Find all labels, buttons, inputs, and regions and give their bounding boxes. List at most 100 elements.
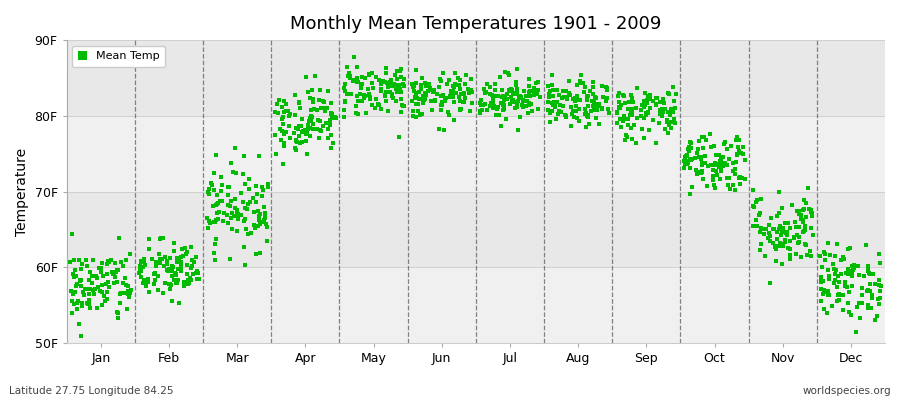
Point xyxy=(66,271,80,278)
Point xyxy=(578,84,592,90)
Point xyxy=(134,257,148,264)
Point xyxy=(815,290,830,297)
Point xyxy=(224,215,238,222)
Point xyxy=(74,333,88,340)
Point xyxy=(163,280,177,287)
Point xyxy=(446,94,461,100)
Point xyxy=(452,82,466,88)
Point xyxy=(282,113,296,120)
Point xyxy=(323,120,338,126)
Point xyxy=(175,246,189,252)
Point xyxy=(720,175,734,182)
Point xyxy=(251,153,266,160)
Point xyxy=(140,279,155,285)
Point xyxy=(364,102,379,108)
Point xyxy=(513,114,527,120)
Point xyxy=(70,300,85,306)
Point xyxy=(653,111,668,118)
Point xyxy=(501,87,516,93)
Point xyxy=(738,156,752,163)
Point xyxy=(782,252,796,258)
Point xyxy=(457,81,472,88)
Point xyxy=(732,147,746,154)
Point xyxy=(140,277,154,283)
Point xyxy=(70,298,85,304)
Point xyxy=(212,198,227,204)
Point xyxy=(118,290,132,296)
Point xyxy=(225,226,239,232)
Point xyxy=(510,88,525,95)
Point xyxy=(701,162,716,169)
Point xyxy=(695,162,709,168)
Point xyxy=(354,81,368,88)
Point xyxy=(610,120,625,126)
Point xyxy=(789,224,804,230)
Point xyxy=(716,163,730,169)
Point xyxy=(652,107,667,113)
Point xyxy=(417,97,431,103)
Point xyxy=(508,90,523,97)
Bar xyxy=(67,40,885,116)
Point xyxy=(346,78,360,84)
Point xyxy=(258,212,273,218)
Point xyxy=(378,93,392,100)
Point xyxy=(211,200,225,206)
Point xyxy=(169,280,184,286)
Point xyxy=(249,183,264,189)
Point xyxy=(407,82,421,89)
Point xyxy=(626,106,640,113)
Y-axis label: Temperature: Temperature xyxy=(15,148,29,236)
Point xyxy=(695,134,709,140)
Point xyxy=(132,264,147,270)
Point xyxy=(354,82,368,88)
Point xyxy=(207,170,221,176)
Point xyxy=(563,104,578,110)
Point xyxy=(302,118,317,124)
Point xyxy=(778,236,793,243)
Point xyxy=(772,222,787,229)
Point xyxy=(436,92,451,98)
Point xyxy=(374,88,388,94)
Point xyxy=(696,144,710,151)
Point xyxy=(184,264,198,271)
Point xyxy=(626,108,640,114)
Point xyxy=(685,156,699,162)
Point xyxy=(200,215,214,221)
Point xyxy=(569,108,583,114)
Point xyxy=(543,118,557,125)
Point xyxy=(321,126,336,132)
Point xyxy=(376,78,391,84)
Point xyxy=(637,102,652,108)
Point xyxy=(500,70,515,76)
Point xyxy=(150,286,165,293)
Point xyxy=(432,84,446,90)
Point xyxy=(273,126,287,132)
Point xyxy=(436,70,450,76)
Point xyxy=(599,84,614,90)
Point xyxy=(454,106,468,112)
Point xyxy=(282,108,296,114)
Point xyxy=(861,269,876,276)
Point xyxy=(691,154,706,160)
Point xyxy=(148,270,163,277)
Point xyxy=(104,257,118,263)
Point xyxy=(767,226,781,232)
Point xyxy=(753,228,768,235)
Point xyxy=(507,99,521,105)
Point xyxy=(464,75,478,82)
Point xyxy=(291,126,305,132)
Point xyxy=(612,105,626,112)
Point xyxy=(817,288,832,295)
Point xyxy=(495,107,509,114)
Point xyxy=(546,93,561,99)
Point xyxy=(567,108,581,114)
Point xyxy=(236,199,250,206)
Point xyxy=(727,165,742,172)
Point xyxy=(766,240,780,246)
Point xyxy=(797,228,812,234)
Point xyxy=(790,208,805,214)
Point xyxy=(210,210,224,217)
Point xyxy=(406,113,420,119)
Point xyxy=(426,89,440,95)
Point xyxy=(576,80,590,86)
